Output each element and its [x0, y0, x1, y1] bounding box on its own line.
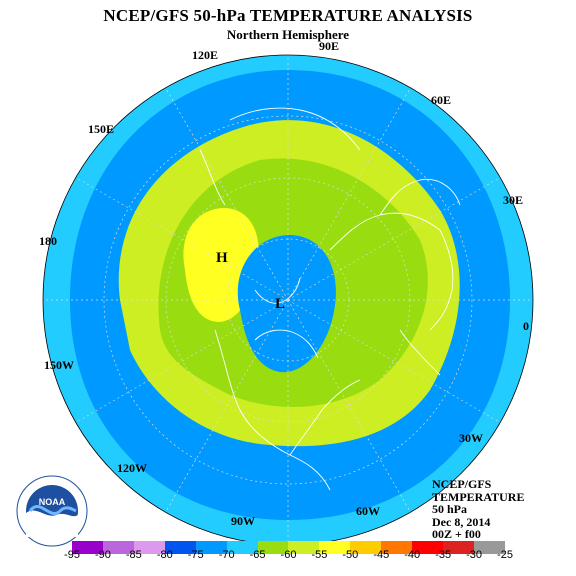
lon-label-30w: 30W: [459, 431, 483, 445]
colorbar-swatch: [257, 541, 289, 554]
temperature-field: [43, 55, 533, 545]
lon-label-60e: 60E: [431, 93, 452, 107]
low-pressure-marker: L: [275, 296, 286, 312]
meridian-line: [165, 299, 289, 513]
product-info: NCEP/GFS TEMPERATURE 50 hPa Dec 8, 2014 …: [432, 478, 524, 541]
meridians: [43, 55, 533, 545]
colorbar-swatch: [350, 541, 382, 554]
colorbar-swatch: [72, 541, 103, 554]
lon-label-30e: 30E: [503, 193, 524, 207]
lon-label-90w: 90W: [231, 514, 255, 528]
colorbar-tick-label: -55: [311, 549, 328, 561]
noaa-logo-text: NOAA: [39, 497, 66, 507]
colorbar: [72, 541, 505, 554]
coastlines: [199, 107, 461, 491]
colorbar-swatch: [473, 541, 505, 554]
meridian-line: [75, 299, 289, 423]
colorbar-tick-label: -35: [435, 549, 452, 561]
colorbar-swatch: [288, 541, 320, 554]
colorbar-swatch: [443, 541, 474, 554]
lon-label-180: 180: [39, 234, 57, 248]
info-forecast: 00Z + f00: [432, 527, 481, 541]
lon-label-120e: 120E: [192, 48, 219, 62]
lon-label-150e: 150E: [88, 122, 115, 136]
lon-label-60w: 60W: [356, 504, 380, 518]
colorbar-swatch: [164, 541, 196, 554]
meridian-line: [165, 87, 289, 301]
lon-label-90e: 90E: [319, 39, 340, 53]
colorbar-ticks: -95 -90 -85 -80 -75 -70 -65 -60 -55 -50 -45 -40 -35 -…: [0, 549, 576, 569]
meridian-line: [287, 299, 501, 423]
high-pressure-marker: H: [216, 250, 228, 266]
info-level: 50 hPa: [432, 502, 468, 516]
colorbar-tick-label: -60: [280, 549, 297, 561]
noaa-logo: NOAA: [16, 475, 88, 547]
meridian-line: [287, 299, 411, 513]
info-date: Dec 8, 2014: [432, 514, 491, 529]
meridian-line: [287, 87, 411, 301]
colorbar-tick-label: -90: [94, 549, 111, 561]
colorbar-swatch: [102, 541, 134, 554]
noaa-wave-icon: [26, 510, 78, 537]
lon-label-150w: 150W: [44, 358, 74, 372]
colorbar-tick-label: -30: [466, 549, 483, 561]
info-field: TEMPERATURE: [432, 489, 525, 504]
meridian-line: [287, 177, 501, 301]
colorbar-tick-label: -85: [125, 549, 142, 561]
colorbar-tick-label: -75: [187, 549, 204, 561]
colorbar-swatch: [319, 541, 351, 554]
colorbar-swatch: [195, 541, 227, 554]
info-model: NCEP/GFS: [432, 477, 492, 491]
lon-label-120w: 120W: [117, 461, 147, 475]
lon-label-0: 0: [523, 319, 529, 333]
colorbar-swatch: [412, 541, 444, 554]
page-title: NCEP/GFS 50-hPa TEMPERATURE ANALYSIS: [103, 6, 473, 25]
colorbar-tick-label: -45: [373, 549, 390, 561]
colorbar-tick-label: -50: [342, 549, 359, 561]
colorbar-swatch: [226, 541, 258, 554]
meridian-line: [75, 177, 289, 301]
colorbar-tick-label: -40: [404, 549, 421, 561]
colorbar-tick-label: -70: [218, 549, 235, 561]
colorbar-swatch: [133, 541, 165, 554]
colorbar-tick-label: -80: [156, 549, 173, 561]
polar-vortex: [237, 235, 336, 373]
colorbar-tick-label: -25: [497, 549, 513, 561]
colorbar-swatch: [381, 541, 413, 554]
page-subtitle: Northern Hemisphere: [226, 27, 350, 42]
colorbar-tick-label: -95: [64, 549, 80, 561]
colorbar-tick-label: -65: [249, 549, 266, 561]
